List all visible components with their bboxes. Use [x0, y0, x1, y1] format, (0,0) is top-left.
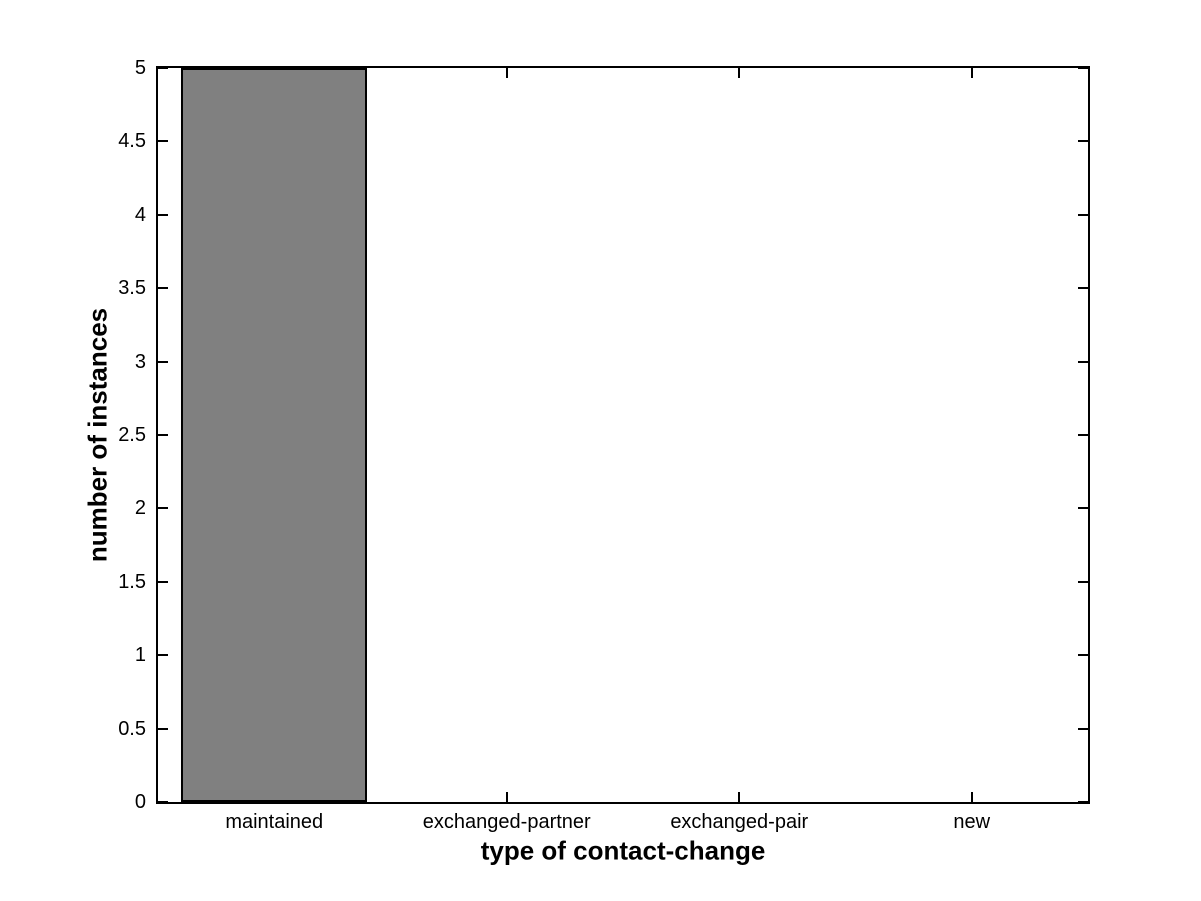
y-tick-label: 4	[134, 203, 146, 226]
bar-maintained	[181, 68, 368, 802]
y-tick-left	[158, 213, 168, 216]
x-tick-label: maintained	[225, 811, 324, 833]
x-tick-top	[505, 68, 508, 78]
y-tick-right	[1078, 140, 1088, 143]
y-tick-left	[158, 140, 168, 143]
y-tick-left	[158, 507, 168, 510]
x-tick-label: exchanged-pair	[670, 811, 809, 833]
y-tick-right	[1078, 287, 1088, 290]
y-tick-label: 5	[134, 57, 146, 79]
x-tick-label: exchanged-partner	[422, 811, 591, 833]
y-tick-left	[158, 801, 168, 803]
y-tick-left	[158, 580, 168, 583]
y-tick-right	[1078, 580, 1088, 583]
y-tick-label: 0.5	[118, 717, 146, 740]
y-tick-label: 2	[134, 497, 146, 520]
x-tick-top	[738, 68, 741, 78]
x-tick-top	[970, 68, 973, 78]
x-tick-bottom	[505, 792, 508, 802]
plot-area	[156, 66, 1090, 804]
y-tick-label: 3	[134, 350, 146, 373]
y-tick-left	[158, 727, 168, 730]
x-tick-bottom	[970, 792, 973, 802]
y-tick-right	[1078, 360, 1088, 363]
y-tick-right	[1078, 654, 1088, 657]
y-tick-left	[158, 67, 168, 69]
x-tick-bottom	[738, 792, 741, 802]
x-axis-label: type of contact-change	[480, 835, 766, 866]
y-tick-label: 4.5	[118, 130, 146, 153]
y-tick-left	[158, 287, 168, 290]
x-tick-label: new	[953, 811, 991, 833]
y-tick-label: 1.5	[118, 570, 146, 593]
y-tick-right	[1078, 213, 1088, 216]
y-tick-label: 3.5	[118, 277, 146, 300]
y-tick-left	[158, 434, 168, 436]
y-tick-right	[1078, 727, 1088, 730]
y-tick-label: 1	[134, 644, 146, 667]
y-tick-label: 0	[134, 791, 146, 813]
y-tick-label: 2.5	[118, 424, 146, 446]
y-tick-left	[158, 360, 168, 363]
y-tick-right	[1078, 801, 1088, 803]
y-tick-right	[1078, 67, 1088, 69]
y-tick-right	[1078, 434, 1088, 436]
y-tick-left	[158, 654, 168, 657]
y-tick-right	[1078, 507, 1088, 510]
